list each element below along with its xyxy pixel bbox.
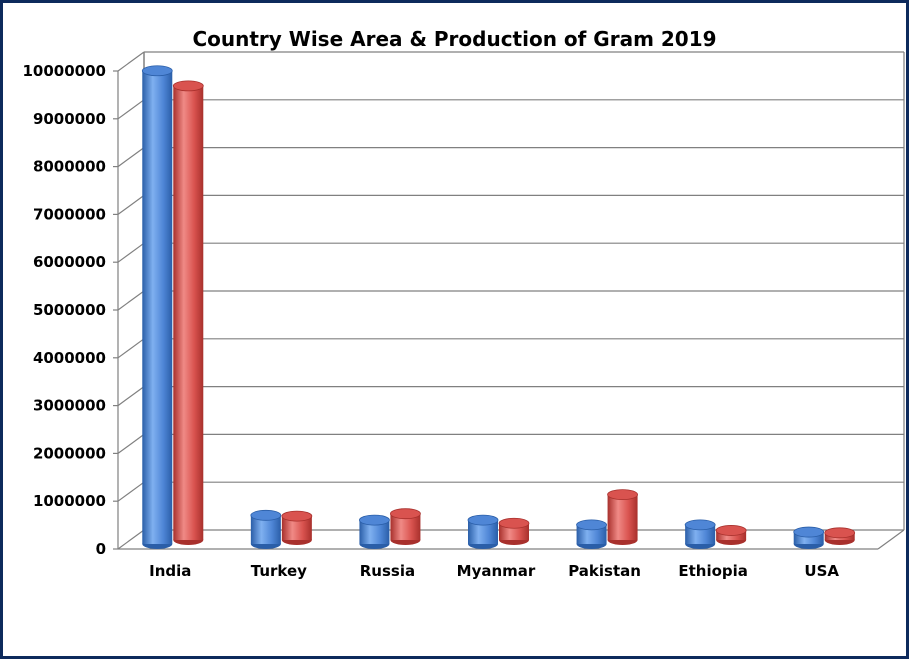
x-tick-label: Turkey bbox=[251, 562, 307, 580]
bar-top bbox=[793, 526, 825, 538]
bar-top bbox=[498, 517, 530, 529]
bar bbox=[359, 520, 390, 544]
gridline-depth bbox=[117, 290, 145, 311]
bar-top bbox=[359, 514, 390, 526]
y-tick-label: 3000000 bbox=[33, 397, 106, 415]
bar-top bbox=[576, 519, 607, 531]
gridline-depth bbox=[117, 99, 145, 120]
bar bbox=[173, 85, 204, 541]
x-tick-label: India bbox=[149, 562, 191, 580]
bar-top bbox=[141, 65, 173, 77]
bar bbox=[281, 516, 312, 540]
bar-top bbox=[824, 527, 856, 539]
bar-top bbox=[684, 519, 716, 531]
y-tick-label: 9000000 bbox=[33, 110, 106, 128]
gridline-depth bbox=[117, 433, 145, 454]
y-tick-label: 10000000 bbox=[23, 62, 107, 80]
gridline-depth bbox=[117, 386, 145, 407]
y-tick-label: 5000000 bbox=[33, 301, 106, 319]
gridline-depth bbox=[117, 147, 145, 168]
gridline-depth bbox=[117, 481, 145, 502]
y-tick-label: 8000000 bbox=[33, 158, 106, 176]
bar bbox=[468, 520, 498, 544]
y-tick-label: 7000000 bbox=[33, 205, 106, 223]
bar bbox=[142, 70, 173, 544]
x-tick-label: Myanmar bbox=[457, 562, 536, 580]
x-tick-label: USA bbox=[804, 562, 839, 580]
bar-top bbox=[715, 525, 747, 536]
gridline-depth bbox=[117, 529, 145, 550]
gridline-depth bbox=[117, 194, 145, 215]
bar-top bbox=[467, 514, 499, 526]
bar bbox=[793, 532, 824, 544]
y-tick-label: 6000000 bbox=[33, 253, 106, 271]
y-tick-label: 4000000 bbox=[33, 349, 106, 367]
bar bbox=[607, 494, 638, 540]
floor-right-edge bbox=[877, 529, 905, 550]
y-tick-label: 0 bbox=[96, 540, 106, 558]
x-tick-label: Ethiopia bbox=[678, 562, 748, 580]
y-tick-label: 2000000 bbox=[33, 444, 106, 462]
bar-top bbox=[172, 80, 204, 92]
y-tick-label: 1000000 bbox=[33, 492, 106, 510]
bar-top bbox=[390, 508, 421, 520]
bar bbox=[685, 524, 716, 544]
x-tick-label: Russia bbox=[360, 562, 415, 580]
gridline-depth bbox=[117, 338, 145, 359]
bar-top bbox=[250, 509, 282, 521]
chart-title: Country Wise Area & Production of Gram 2… bbox=[192, 27, 717, 51]
bar-top bbox=[281, 510, 313, 522]
x-tick-label: Pakistan bbox=[568, 562, 641, 580]
bar-top bbox=[607, 489, 638, 500]
gridline-depth bbox=[117, 242, 145, 263]
gridline-depth bbox=[117, 51, 145, 72]
bar bbox=[576, 524, 607, 544]
